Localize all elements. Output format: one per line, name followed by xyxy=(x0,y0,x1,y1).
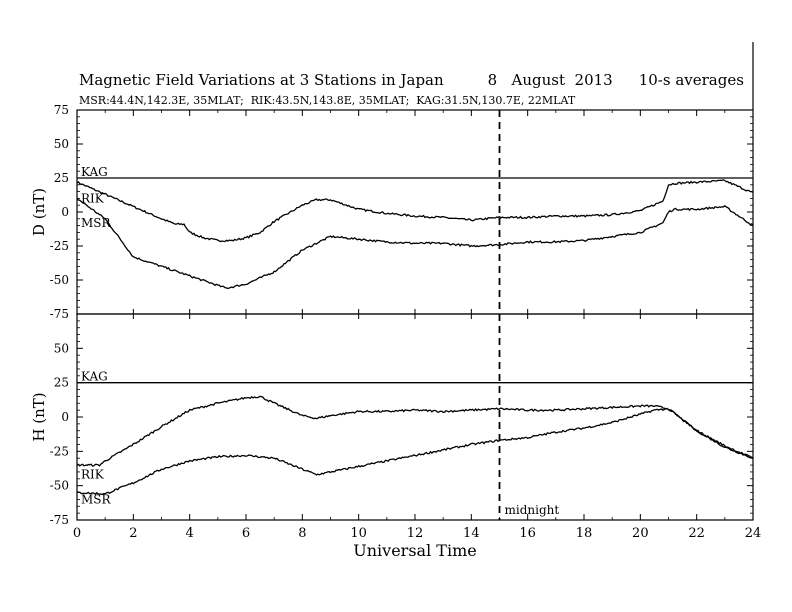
title-averages: 10-s averages xyxy=(638,71,744,89)
x-tick-label: 2 xyxy=(129,526,137,541)
y-tick-label: -50 xyxy=(50,479,69,493)
x-tick-label: 4 xyxy=(186,526,194,541)
x-tick-label: 10 xyxy=(350,526,367,541)
y-tick-label: -25 xyxy=(50,444,69,458)
y-tick-label: 25 xyxy=(54,376,69,390)
x-tick-label: 12 xyxy=(407,526,424,541)
y-tick-label: 75 xyxy=(54,103,69,117)
chart-title: Magnetic Field Variations at 3 Stations … xyxy=(79,71,744,89)
series-line-msr xyxy=(76,407,754,496)
y-tick-label: -25 xyxy=(50,239,69,253)
panel-frame-1 xyxy=(76,109,754,315)
x-tick-label: 14 xyxy=(463,526,480,541)
series-label-rik: RIK xyxy=(81,468,105,482)
series-label-msr: MSR xyxy=(81,492,112,506)
y-tick-label: 25 xyxy=(54,171,69,185)
series-label-kag: KAG xyxy=(81,370,108,384)
y-tick-label: 0 xyxy=(61,410,69,424)
y-tick-label: -75 xyxy=(50,513,69,527)
y-tick-label: 50 xyxy=(54,137,69,151)
chart-subtitle: MSR:44.4N,142.3E, 35MLAT; RIK:43.5N,143.… xyxy=(79,94,576,107)
x-tick-label: 20 xyxy=(632,526,649,541)
series-line-rik xyxy=(76,395,754,467)
x-tick-label: 6 xyxy=(242,526,250,541)
y-tick-label: -50 xyxy=(50,273,69,287)
y-axis-label: H (nT) xyxy=(30,392,48,441)
x-tick-label: 24 xyxy=(745,526,762,541)
series-label-rik: RIK xyxy=(81,191,105,205)
y-tick-label: 50 xyxy=(54,341,69,355)
x-tick-label: 22 xyxy=(688,526,705,541)
y-axis-label: D (nT) xyxy=(30,188,48,236)
series-line-msr xyxy=(76,197,754,290)
midnight-label: midnight xyxy=(505,503,560,517)
x-tick-label: 8 xyxy=(298,526,306,541)
x-axis-label: Universal Time xyxy=(353,541,476,560)
x-tick-label: 0 xyxy=(73,526,81,541)
title-date: 8 August 2013 xyxy=(487,71,613,89)
series-line-rik xyxy=(76,179,754,243)
y-tick-label: 0 xyxy=(61,205,69,219)
x-tick-label: 18 xyxy=(576,526,593,541)
x-tick-label: 16 xyxy=(519,526,536,541)
series-label-msr: MSR xyxy=(81,216,112,230)
title-main: Magnetic Field Variations at 3 Stations … xyxy=(79,71,444,89)
series-label-kag: KAG xyxy=(81,165,108,179)
y-tick-label: -75 xyxy=(50,307,69,321)
